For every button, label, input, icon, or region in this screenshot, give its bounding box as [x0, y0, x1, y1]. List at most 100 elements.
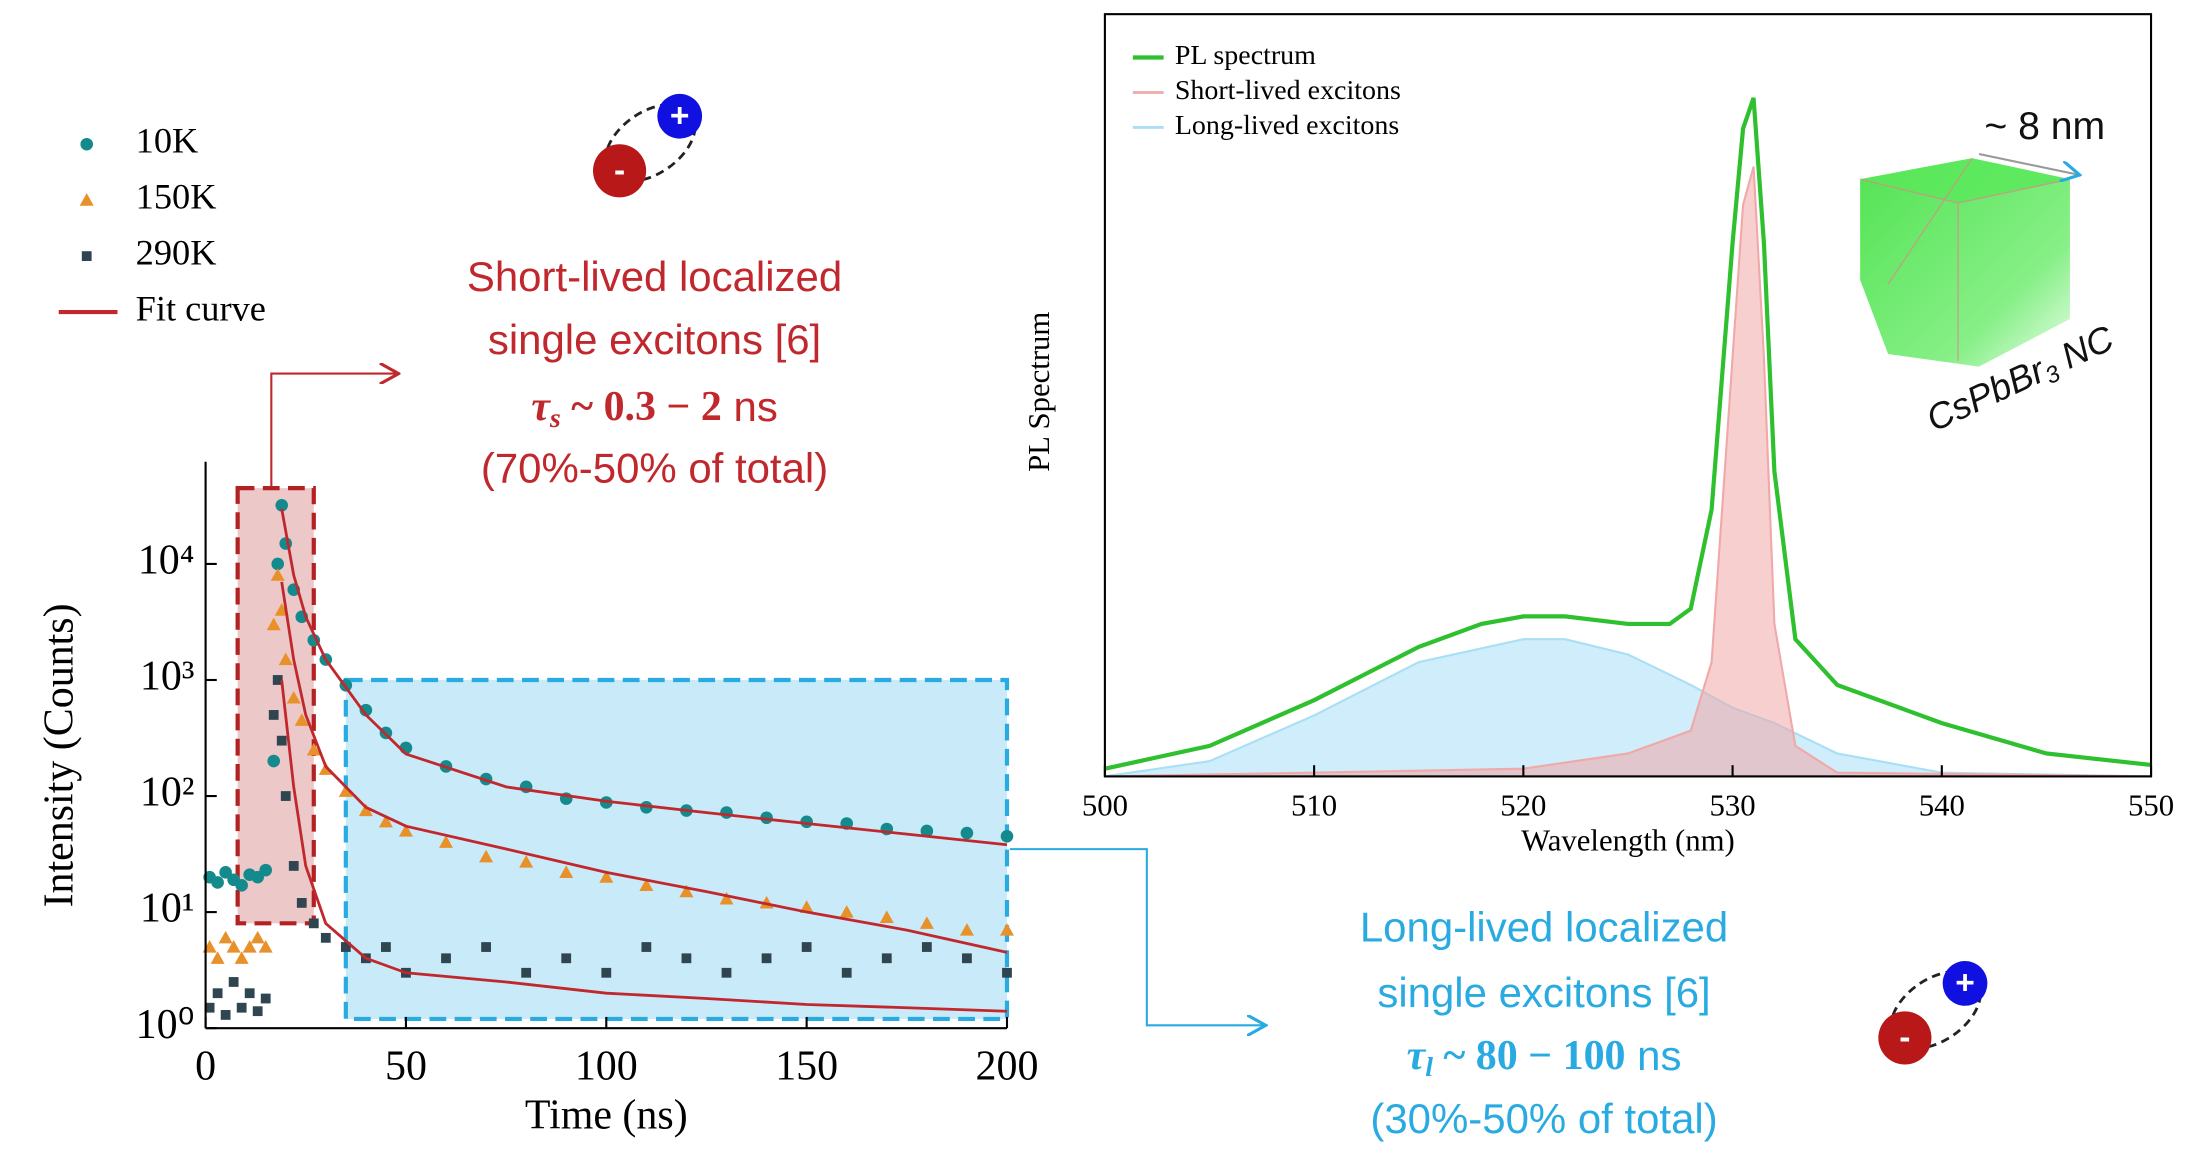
point — [226, 940, 241, 953]
point — [286, 690, 301, 704]
point — [1002, 967, 1012, 978]
annotation-line: Long-lived localized — [1360, 903, 1728, 950]
point — [521, 967, 532, 978]
legend-label: PL spectrum — [1175, 40, 1316, 71]
point — [212, 988, 223, 999]
symbol: τ — [1407, 1033, 1427, 1079]
point — [259, 863, 272, 877]
point — [920, 824, 934, 838]
chart: 0 50 100 150 200 10⁰ 10¹ 10² 10³ 10⁴ Time (ns) Inte… — [37, 121, 1039, 1139]
x-tick-label: 510 — [1291, 789, 1337, 823]
point — [228, 977, 239, 987]
x-tick-label: 100 — [575, 1044, 638, 1090]
charge: - — [1899, 1019, 1910, 1056]
exciton-icon: - + — [593, 93, 703, 198]
unit: ns — [1626, 1032, 1682, 1079]
point — [720, 806, 733, 819]
legend-swatch — [80, 137, 94, 151]
y-axis-label: Intensity (Counts) — [37, 603, 83, 907]
point — [218, 930, 233, 944]
point — [276, 735, 287, 746]
nanocrystal-cube: ~ 8 nm CsPbBr3 NC — [1859, 105, 2120, 439]
formula: ~ 80 − 100 — [1433, 1033, 1626, 1079]
point — [999, 923, 1014, 936]
point — [219, 866, 232, 879]
point — [340, 942, 351, 952]
fit-curve — [280, 508, 1008, 847]
subscript: l — [1425, 1053, 1433, 1084]
legend-label: Long-lived excitons — [1175, 110, 1399, 141]
point — [252, 1006, 263, 1017]
point — [519, 855, 534, 868]
legend-label: 290K — [136, 232, 217, 272]
point — [799, 900, 814, 913]
point — [398, 823, 413, 837]
arrow — [1009, 848, 1266, 1025]
x-tick-label: 550 — [2128, 789, 2174, 823]
point — [320, 932, 331, 943]
legend: PL spectrum Short-lived excitons Long-live… — [1132, 40, 1401, 141]
point — [210, 951, 225, 964]
point — [242, 940, 257, 953]
point — [236, 1002, 247, 1013]
legend-label: Fit curve — [136, 288, 266, 328]
plot-area — [202, 499, 1014, 1020]
point — [919, 916, 934, 929]
point — [879, 910, 894, 923]
point — [359, 703, 373, 717]
x-axis-label: Time (ns) — [525, 1093, 688, 1139]
size-label: ~ 8 nm — [1984, 105, 2105, 148]
fit-curve — [280, 581, 1008, 954]
point — [479, 849, 494, 863]
point — [338, 784, 353, 797]
point — [839, 905, 854, 918]
point — [280, 791, 291, 801]
x-tick-label: 0 — [195, 1044, 216, 1090]
point — [801, 942, 812, 952]
point — [268, 710, 279, 720]
x-tick-label: 520 — [1500, 789, 1546, 823]
point — [959, 923, 974, 936]
point — [679, 884, 694, 898]
annotation-line: single excitons [6] — [1377, 969, 1710, 1016]
unit: ns — [722, 383, 778, 430]
exciton-icon: - + — [1878, 961, 1988, 1065]
legend-swatch — [81, 251, 92, 262]
subscript: s — [549, 404, 561, 435]
point — [761, 953, 772, 964]
point — [559, 865, 574, 878]
point — [271, 557, 285, 571]
symbol: τ — [531, 384, 551, 430]
y-tick-label: 10³ — [140, 654, 195, 700]
point — [278, 652, 293, 666]
area — [1104, 638, 2152, 778]
point — [266, 617, 281, 631]
point — [288, 861, 299, 871]
point — [681, 953, 692, 964]
point — [1000, 829, 1014, 843]
point — [378, 814, 393, 828]
point — [441, 953, 451, 964]
arrow — [270, 374, 398, 487]
point — [358, 803, 373, 817]
area — [1104, 166, 2152, 778]
legend-label: 10K — [136, 121, 199, 161]
annotation-line: (30%-50% of total) — [1370, 1095, 1717, 1142]
charts: 0 50 100 150 200 10⁰ 10¹ 10² 10³ 10⁴ Time (ns) Inte… — [37, 13, 2174, 1139]
point — [244, 988, 255, 999]
point — [296, 898, 307, 908]
x-tick-label: 200 — [976, 1044, 1039, 1090]
point — [599, 870, 614, 883]
plot-area — [1104, 97, 2152, 778]
legend-label: Short-lived excitons — [1175, 75, 1401, 106]
point — [960, 826, 974, 840]
point — [294, 713, 309, 726]
point — [639, 878, 654, 891]
annotation-line: Short-lived localized — [467, 253, 842, 300]
point — [308, 918, 319, 929]
point — [270, 568, 285, 581]
short-annotation: Short-lived localized single excitons [6… — [467, 253, 842, 492]
point — [267, 754, 281, 768]
y-tick-label: 10⁰ — [136, 1002, 195, 1048]
